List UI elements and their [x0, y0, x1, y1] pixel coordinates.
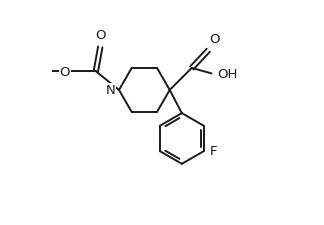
Text: O: O: [209, 33, 220, 46]
Text: O: O: [95, 29, 106, 42]
Text: OH: OH: [217, 68, 237, 81]
Text: N: N: [106, 84, 116, 97]
Text: O: O: [59, 65, 70, 78]
Text: F: F: [210, 144, 217, 157]
